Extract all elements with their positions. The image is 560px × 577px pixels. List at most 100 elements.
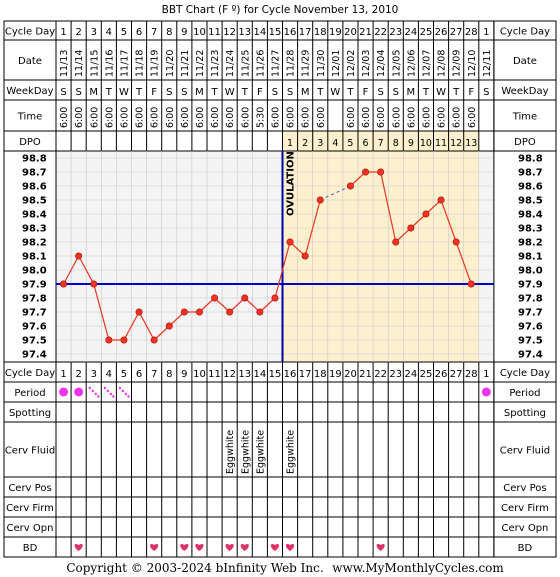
weekday-cell: M [195, 87, 204, 98]
date-cell: 12/08 [437, 50, 448, 77]
cerv-fluid-eggwhite: Eggwhite [225, 430, 236, 474]
cycle-day-cell: 9 [181, 27, 187, 38]
time-cell: 6:00 [391, 107, 402, 128]
temperature-point [105, 336, 113, 344]
row-label-bd-right: BD [518, 543, 533, 554]
cycle-day-cell-bottom: 10 [193, 369, 206, 380]
cycle-day-cell-bottom: 24 [404, 369, 417, 380]
row-label-cerv-pos-right: Cerv Pos [503, 483, 546, 494]
dpo-cell: 13 [465, 138, 477, 149]
y-tick-label-left: 97.8 [22, 294, 47, 305]
cycle-day-cell-bottom: 8 [166, 369, 172, 380]
temperature-point [256, 308, 264, 316]
date-cell: 12/06 [406, 50, 417, 77]
weekday-cell: T [241, 87, 249, 98]
temperature-point [407, 224, 415, 232]
cerv-fluid-eggwhite: Eggwhite [255, 430, 266, 474]
chart-title: BBT Chart (F º) for Cycle November 13, 2… [162, 4, 399, 16]
cycle-day-cell-bottom: 1 [483, 369, 489, 380]
bd-heart-icon [74, 543, 83, 551]
cycle-day-cell-bottom: 16 [284, 369, 297, 380]
time-cell: 6:00 [406, 107, 417, 128]
cycle-day-cell-bottom: 13 [238, 369, 251, 380]
date-cell: 11/29 [301, 50, 312, 77]
time-cell: 6:00 [210, 107, 221, 128]
temperature-point [286, 238, 294, 246]
time-cell: 6:00 [180, 107, 191, 128]
y-tick-label-right: 98.6 [518, 182, 543, 193]
temperature-point [377, 168, 385, 176]
y-tick-label-right: 98.5 [518, 196, 543, 207]
date-cell: 11/17 [119, 50, 130, 77]
cycle-day-cell-bottom: 21 [359, 369, 372, 380]
cycle-day-cell-bottom: 15 [269, 369, 282, 380]
temperature-point [452, 238, 460, 246]
y-tick-label-right: 97.7 [518, 308, 543, 319]
cycle-day-cell-bottom: 1 [60, 369, 66, 380]
dpo-cell: 11 [435, 138, 447, 149]
cycle-day-cell-bottom: 23 [389, 369, 402, 380]
cycle-day-cell-bottom: 17 [299, 369, 312, 380]
y-tick-label-left: 97.9 [22, 280, 47, 291]
cycle-day-cell-bottom: 11 [208, 369, 221, 380]
weekday-cell: F [257, 87, 263, 98]
row-label-date-right: Date [513, 56, 537, 67]
bd-heart-icon [180, 543, 189, 551]
date-cell: 11/22 [195, 50, 206, 77]
period-marker [74, 387, 84, 397]
row-label-dpo: DPO [19, 137, 41, 148]
time-cell: 6:00 [74, 107, 85, 128]
row-label-cycle-day: Cycle Day [5, 27, 55, 38]
y-tick-label-left: 98.6 [22, 182, 47, 193]
weekday-cell: S [393, 87, 399, 98]
time-cell: 6:00 [437, 107, 448, 128]
bd-heart-icon [225, 543, 234, 551]
date-cell: 11/13 [59, 50, 70, 77]
cycle-day-cell-bottom: 6 [136, 369, 142, 380]
row-label-cycle-day-right: Cycle Day [500, 27, 550, 38]
date-cell: 12/04 [376, 50, 387, 77]
dpo-cell: 1 [287, 138, 293, 149]
row-label-cerv-fluid: Cerv Fluid [5, 446, 55, 457]
y-tick-label-left: 97.6 [22, 322, 47, 333]
cycle-day-cell: 16 [284, 27, 297, 38]
y-tick-label-right: 98.7 [518, 168, 543, 179]
cycle-day-cell: 7 [151, 27, 157, 38]
date-cell: 11/25 [240, 50, 251, 77]
date-cell: 12/05 [391, 50, 402, 77]
cycle-day-cell: 13 [238, 27, 251, 38]
cycle-day-cell: 20 [344, 27, 357, 38]
row-label-cerv-firm-right: Cerv Firm [501, 503, 549, 514]
time-cell: 6:00 [195, 107, 206, 128]
cycle-day-cell-bottom: 27 [450, 369, 463, 380]
dpo-cell: 7 [378, 138, 384, 149]
date-cell: 11/27 [270, 50, 281, 77]
time-cell: 6:00 [421, 107, 432, 128]
time-cell: 6:00 [467, 107, 478, 128]
cycle-day-cell-bottom: 9 [181, 369, 187, 380]
weekday-cell: F [468, 87, 474, 98]
y-tick-label-right: 97.6 [518, 322, 543, 333]
cycle-day-cell: 22 [374, 27, 387, 38]
weekday-cell: T [316, 87, 324, 98]
y-tick-label-left: 97.5 [22, 336, 47, 347]
cycle-day-cell: 28 [465, 27, 478, 38]
date-cell: 12/11 [482, 50, 493, 77]
y-tick-label-right: 98.0 [518, 266, 543, 277]
weekday-cell: S [181, 87, 187, 98]
date-cell: 12/10 [467, 50, 478, 77]
cycle-day-cell: 2 [75, 27, 81, 38]
cycle-day-cell: 12 [223, 27, 236, 38]
weekday-cell: W [330, 87, 340, 98]
temperature-point [226, 308, 234, 316]
row-label-weekday: WeekDay [6, 86, 53, 97]
site-url: www.MyMonthlyCycles.com [332, 561, 504, 575]
row-label-weekday-right: WeekDay [501, 86, 548, 97]
date-cell: 11/19 [150, 50, 161, 77]
time-cell: 6:00 [225, 107, 236, 128]
row-label-cycle-day-bottom-right: Cycle Day [500, 368, 550, 379]
dpo-cell: 3 [317, 138, 323, 149]
weekday-cell: T [105, 87, 113, 98]
